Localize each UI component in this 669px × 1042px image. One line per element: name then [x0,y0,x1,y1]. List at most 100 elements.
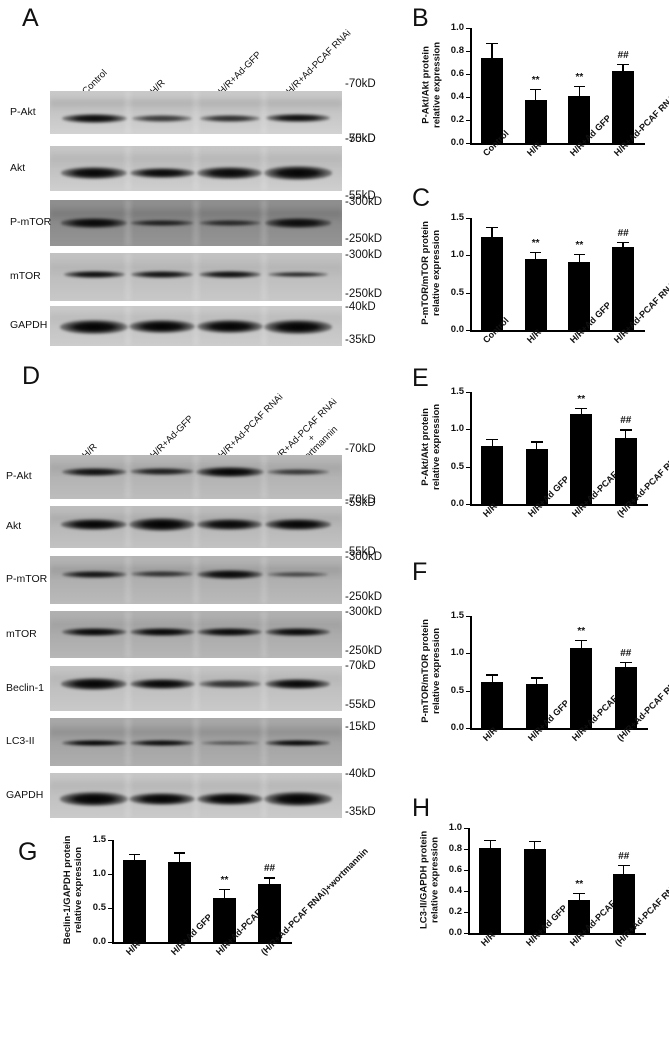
chart-panel-e: 0.0 0.5 1.0 1.5 P-Akt/Akt protein relative ex… [408,374,669,549]
y-tick [466,504,470,505]
y-axis [468,828,470,933]
lane-gap [193,718,199,766]
y-axis-label: Beclin-1/GAPDH protein relative expressio… [62,835,84,945]
error-bar-cap [573,253,586,256]
error-bar [578,85,581,96]
panel-letter-h: H [412,794,431,822]
lane-gap [193,506,199,548]
error-bar [625,429,627,438]
y-tick [466,292,470,294]
lane-gap [125,666,132,711]
significance-marker: ** [577,625,586,637]
blot-band [61,113,127,123]
chart-panel-g: 0.0 0.5 1.0 1.5 Beclin-1/GAPDH protein relati… [52,832,369,957]
error-bar [491,439,493,446]
chart-panel-c: 0.0 0.5 1.0 1.5 P-mTOR/mTOR protein relative … [408,196,669,368]
lane-gap [125,611,132,658]
error-bar-cap [573,85,586,87]
blot-band [61,167,128,179]
kd-marker-top: -40kD [345,768,376,780]
y-tick-label: 0.8 [448,843,462,854]
blot-row-label: GAPDH [10,319,48,331]
kd-marker-top: -40kD [345,301,376,313]
chart-panel-b: 0.0 0.2 0.4 0.6 0.8 1.0 P-Akt/Akt protein relat… [408,14,669,189]
bar [568,262,591,330]
lane-gap [260,455,267,499]
panel-letter-a: A [22,4,39,32]
blot-band [196,569,264,579]
y-tick [108,874,112,875]
error-bar [622,63,624,71]
blot-row-label: LC3-II [6,735,35,747]
significance-marker: ## [263,863,276,875]
panel-letter-g: G [18,838,38,866]
kd-marker-top: -300kD [345,249,383,261]
blot-band [60,792,128,806]
lane-gap [193,146,199,191]
y-tick-label: 1.0 [450,423,464,435]
blot-band [129,627,195,637]
error-bar-cap [530,677,543,679]
blot-band [264,218,331,228]
significance-marker: ## [620,415,632,427]
lane-gap [260,773,267,818]
significance-marker: ** [531,74,540,86]
blot-strip [50,306,342,346]
bar [612,874,635,933]
x-axis [470,728,648,730]
chart-panel-h: 0.0 0.2 0.4 0.6 0.8 1.0 LC3-II/GAPDH protein re… [410,818,669,948]
significance-marker: ** [577,393,586,405]
y-tick-label: 0.5 [450,286,464,298]
y-tick [464,891,468,892]
blot-strip [50,455,342,499]
bar [480,57,503,143]
error-bar-cap [573,893,586,895]
bar [568,95,591,143]
error-bar [534,88,537,101]
bar [258,883,281,942]
kd-marker-top: -70kD [345,443,376,455]
bar [481,682,504,728]
blot-strip [50,773,342,818]
blot-band [266,468,330,475]
error-bar-cap [486,42,498,45]
bar [481,445,504,504]
lane-gap [193,556,199,604]
blot-row-label: GAPDH [6,788,44,801]
y-tick [466,616,470,617]
blot-smear [50,151,342,167]
error-bar-cap [575,407,588,410]
bar [614,437,637,504]
y-tick-label: 0.4 [448,885,462,896]
bar [479,847,502,933]
blot-band [60,320,128,334]
kd-marker-bottom: -35kD [345,806,376,818]
blot-band [267,271,328,278]
blot-band [128,792,196,806]
lane-gap [260,556,267,604]
panel-letter-f: F [412,558,428,586]
y-tick-label: 0.6 [450,68,464,79]
kd-marker-top: -15kD [345,721,376,733]
blot-band [196,320,264,334]
y-tick-label: 1.0 [450,647,464,659]
y-tick [466,97,470,98]
y-tick [464,912,468,913]
blot-row-label: P-mTOR [6,573,48,585]
blot-band [200,741,260,745]
blot-band [130,219,194,227]
lane-gap [260,200,267,246]
blot-band [265,627,331,637]
kd-marker-top: -70kD [345,494,376,506]
error-bar-cap [218,888,231,891]
bar [612,70,635,143]
lane-gap [260,611,267,658]
y-tick-label: 0.5 [450,460,464,472]
blot-band [130,468,194,476]
blot-smear [50,778,342,794]
x-axis [470,504,648,506]
error-bar-cap [263,877,276,879]
bar [123,860,146,942]
lane-gap [125,773,132,818]
blot-strip [50,666,342,711]
